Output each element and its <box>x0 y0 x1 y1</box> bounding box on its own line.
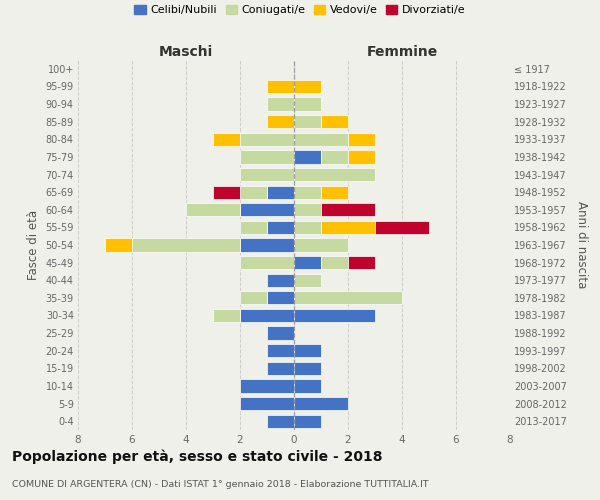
Bar <box>294 80 321 93</box>
Bar <box>294 309 375 322</box>
Bar <box>321 256 348 269</box>
Bar <box>267 326 294 340</box>
Bar <box>294 397 348 410</box>
Text: Maschi: Maschi <box>159 45 213 59</box>
Y-axis label: Anni di nascita: Anni di nascita <box>575 202 588 288</box>
Bar <box>267 221 294 234</box>
Bar <box>267 414 294 428</box>
Bar <box>240 150 294 164</box>
Bar <box>267 80 294 93</box>
Bar <box>213 132 240 146</box>
Bar <box>294 414 321 428</box>
Legend: Celibi/Nubili, Coniugati/e, Vedovi/e, Divorziati/e: Celibi/Nubili, Coniugati/e, Vedovi/e, Di… <box>130 0 470 20</box>
Bar <box>321 221 375 234</box>
Bar <box>294 380 321 392</box>
Bar <box>240 397 294 410</box>
Bar <box>240 291 267 304</box>
Bar <box>348 132 375 146</box>
Bar <box>267 115 294 128</box>
Bar <box>294 186 321 198</box>
Bar <box>240 132 294 146</box>
Bar <box>321 115 348 128</box>
Bar <box>267 291 294 304</box>
Bar <box>132 238 240 252</box>
Bar <box>213 186 240 198</box>
Bar <box>375 221 429 234</box>
Bar <box>240 221 267 234</box>
Bar <box>348 150 375 164</box>
Bar <box>240 238 294 252</box>
Bar <box>294 362 321 375</box>
Bar <box>267 344 294 358</box>
Bar <box>267 274 294 287</box>
Bar <box>267 362 294 375</box>
Bar <box>294 274 321 287</box>
Bar <box>240 168 294 181</box>
Text: COMUNE DI ARGENTERA (CN) - Dati ISTAT 1° gennaio 2018 - Elaborazione TUTTITALIA.: COMUNE DI ARGENTERA (CN) - Dati ISTAT 1°… <box>12 480 428 489</box>
Bar <box>294 238 348 252</box>
Text: Femmine: Femmine <box>367 45 437 59</box>
Bar <box>294 344 321 358</box>
Bar <box>294 256 321 269</box>
Bar <box>294 203 321 216</box>
Bar <box>294 221 321 234</box>
Bar <box>240 186 267 198</box>
Bar <box>105 238 132 252</box>
Bar <box>294 98 321 110</box>
Bar <box>294 132 348 146</box>
Bar <box>294 168 375 181</box>
Bar <box>294 115 321 128</box>
Bar <box>240 256 294 269</box>
Bar <box>267 186 294 198</box>
Bar <box>321 203 375 216</box>
Y-axis label: Fasce di età: Fasce di età <box>27 210 40 280</box>
Bar <box>294 291 402 304</box>
Bar <box>321 150 348 164</box>
Bar <box>213 309 240 322</box>
Bar <box>240 203 294 216</box>
Bar <box>348 256 375 269</box>
Bar <box>267 98 294 110</box>
Bar <box>240 380 294 392</box>
Bar <box>240 309 294 322</box>
Bar <box>186 203 240 216</box>
Bar <box>294 150 321 164</box>
Text: Popolazione per età, sesso e stato civile - 2018: Popolazione per età, sesso e stato civil… <box>12 450 383 464</box>
Bar <box>321 186 348 198</box>
